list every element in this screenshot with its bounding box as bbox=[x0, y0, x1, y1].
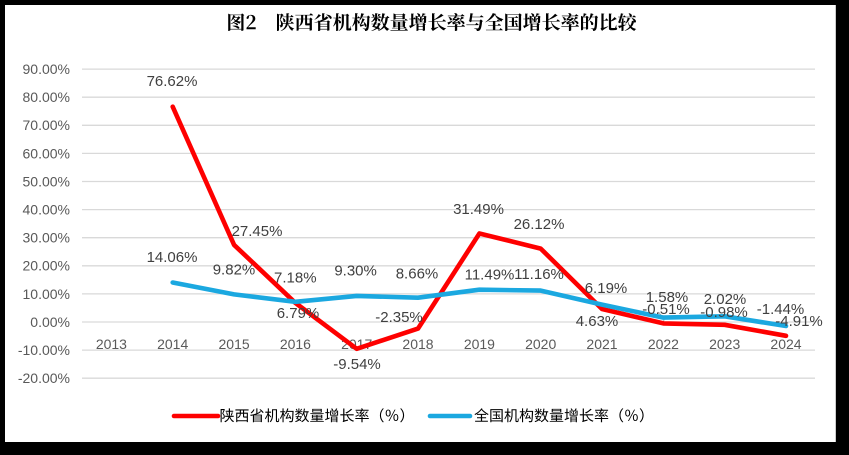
svg-text:9.30%: 9.30% bbox=[334, 262, 377, 279]
svg-text:-0.51%: -0.51% bbox=[642, 301, 690, 318]
svg-text:60.00%: 60.00% bbox=[23, 145, 70, 161]
svg-text:-2.35%: -2.35% bbox=[375, 309, 423, 326]
svg-text:2022: 2022 bbox=[648, 336, 679, 352]
svg-text:30.00%: 30.00% bbox=[23, 230, 70, 246]
svg-text:50.00%: 50.00% bbox=[23, 173, 70, 189]
svg-text:20.00%: 20.00% bbox=[23, 258, 70, 274]
svg-text:2013: 2013 bbox=[96, 336, 127, 352]
svg-text:2019: 2019 bbox=[464, 336, 495, 352]
svg-text:2020: 2020 bbox=[525, 336, 556, 352]
svg-text:2.02%: 2.02% bbox=[704, 291, 747, 308]
svg-text:-20.00%: -20.00% bbox=[18, 370, 70, 386]
svg-text:-1.44%: -1.44% bbox=[757, 301, 805, 318]
svg-text:11.49%: 11.49% bbox=[465, 267, 515, 284]
svg-text:2015: 2015 bbox=[219, 336, 250, 352]
svg-text:26.12%: 26.12% bbox=[514, 216, 565, 233]
svg-text:40.00%: 40.00% bbox=[23, 202, 70, 218]
svg-text:8.66%: 8.66% bbox=[396, 265, 439, 282]
svg-text:2018: 2018 bbox=[402, 336, 433, 352]
svg-text:2021: 2021 bbox=[586, 336, 617, 352]
svg-text:80.00%: 80.00% bbox=[23, 89, 70, 105]
svg-text:-0.98%: -0.98% bbox=[700, 304, 748, 321]
svg-text:2016: 2016 bbox=[280, 336, 311, 352]
svg-text:-10.00%: -10.00% bbox=[18, 342, 70, 358]
svg-text:1.58%: 1.58% bbox=[646, 289, 689, 306]
svg-text:76.62%: 76.62% bbox=[147, 73, 198, 90]
svg-text:2023: 2023 bbox=[709, 336, 740, 352]
svg-text:0.00%: 0.00% bbox=[30, 314, 70, 330]
svg-text:9.82%: 9.82% bbox=[213, 262, 256, 279]
svg-text:11.16%: 11.16% bbox=[514, 266, 564, 283]
svg-text:-4.91%: -4.91% bbox=[775, 313, 823, 330]
svg-text:6.19%: 6.19% bbox=[585, 280, 628, 297]
svg-text:70.00%: 70.00% bbox=[23, 117, 70, 133]
svg-text:10.00%: 10.00% bbox=[23, 286, 70, 302]
svg-text:6.79%: 6.79% bbox=[277, 305, 320, 322]
svg-text:2024: 2024 bbox=[770, 336, 801, 352]
svg-text:7.18%: 7.18% bbox=[274, 270, 317, 287]
svg-text:4.63%: 4.63% bbox=[576, 313, 619, 330]
svg-text:-9.54%: -9.54% bbox=[333, 356, 381, 373]
svg-text:2014: 2014 bbox=[157, 336, 188, 352]
svg-text:27.45%: 27.45% bbox=[232, 223, 283, 240]
svg-text:31.49%: 31.49% bbox=[453, 201, 504, 218]
svg-text:90.00%: 90.00% bbox=[23, 61, 70, 77]
svg-text:14.06%: 14.06% bbox=[147, 249, 198, 266]
